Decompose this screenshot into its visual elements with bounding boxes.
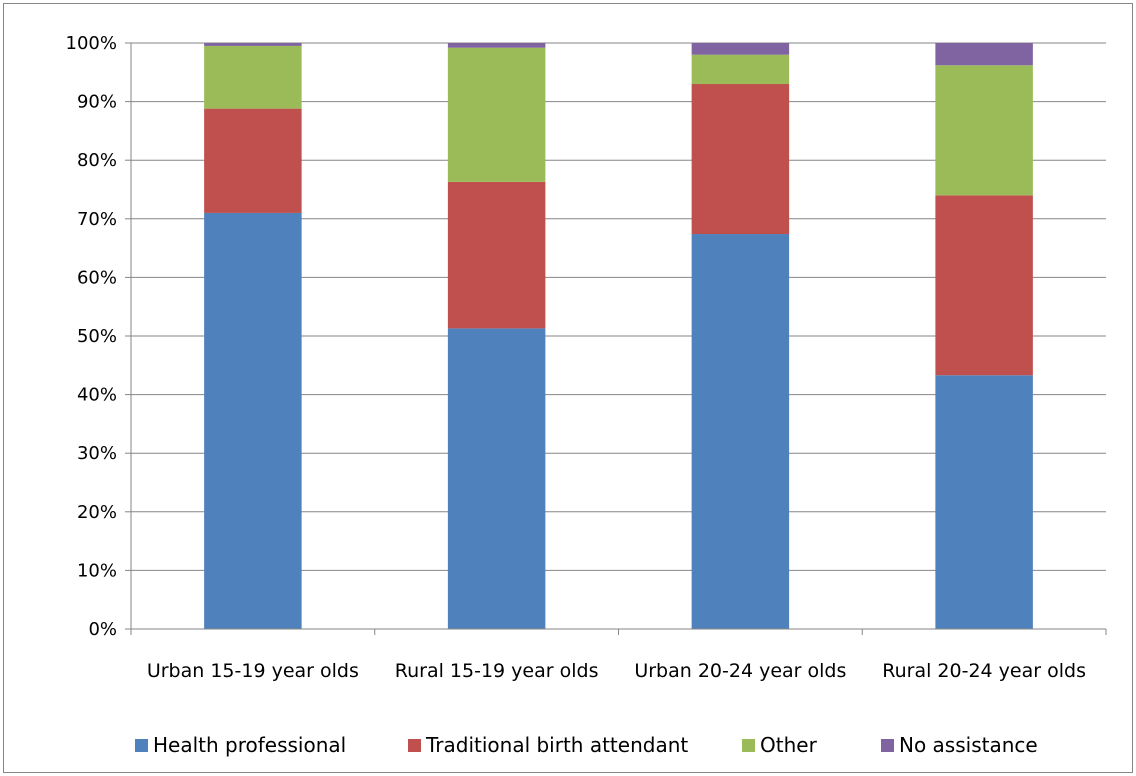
x-category-label: Urban 15-19 year olds <box>147 660 359 682</box>
bar-segment-other <box>204 45 302 109</box>
y-tick-label: 80% <box>77 150 117 171</box>
legend-swatch <box>408 739 421 752</box>
bar-segment-traditional-birth-attendant <box>691 84 790 235</box>
legend-label: Health professional <box>153 733 346 757</box>
legend-label: Other <box>760 733 818 757</box>
legend-label: No assistance <box>899 733 1038 757</box>
x-category-label: Rural 15-19 year olds <box>395 660 599 682</box>
legend-item: No assistance <box>881 733 1038 757</box>
axes <box>125 42 1107 635</box>
stacked-bar-chart: 0% 10% 20% 30% 40% 50% 60% 70% 80% 90% 100% Urban … <box>66 33 1107 757</box>
legend: Health professional Traditional birth att… <box>135 733 1038 757</box>
bar-segment-health-professional <box>935 375 1033 629</box>
legend-swatch <box>135 739 148 752</box>
legend-item: Other <box>742 733 818 757</box>
bar-segment-traditional-birth-attendant <box>447 181 546 329</box>
y-tick-label: 30% <box>77 443 117 464</box>
y-tick-label: 100% <box>66 33 117 54</box>
bar-segment-traditional-birth-attendant <box>204 108 302 213</box>
legend-item: Traditional birth attendant <box>408 733 688 757</box>
bar-segment-no-assistance <box>935 43 1033 66</box>
legend-swatch <box>881 739 894 752</box>
y-tick-label: 0% <box>88 619 117 640</box>
bar-segment-other <box>935 65 1033 196</box>
x-category-label: Urban 20-24 year olds <box>634 660 846 682</box>
y-tick-label: 10% <box>77 560 117 581</box>
y-tick-label: 40% <box>77 385 117 406</box>
bar-segment-no-assistance <box>691 43 790 55</box>
legend-label: Traditional birth attendant <box>425 733 688 757</box>
bar-segment-traditional-birth-attendant <box>935 195 1033 376</box>
y-tick-label: 20% <box>77 502 117 523</box>
bars <box>204 43 1033 629</box>
chart-frame: 0% 10% 20% 30% 40% 50% 60% 70% 80% 90% 100% Urban … <box>3 3 1133 773</box>
legend-item: Health professional <box>135 733 346 757</box>
bar-segment-no-assistance <box>204 43 302 46</box>
x-category-labels: Urban 15-19 year olds Rural 15-19 year ol… <box>147 660 1086 682</box>
bar-segment-no-assistance <box>447 43 546 48</box>
legend-swatch <box>742 739 755 752</box>
y-tick-label: 90% <box>77 92 117 113</box>
bar-segment-health-professional <box>691 234 790 629</box>
y-tick-label: 60% <box>77 267 117 288</box>
bar-segment-health-professional <box>204 212 302 629</box>
x-category-label: Rural 20-24 year olds <box>882 660 1086 682</box>
y-tick-label: 70% <box>77 209 117 230</box>
y-tick-label: 50% <box>77 326 117 347</box>
y-tick-labels: 0% 10% 20% 30% 40% 50% 60% 70% 80% 90% 100% <box>66 33 117 640</box>
bar-segment-other <box>691 54 790 85</box>
bar-segment-other <box>447 47 546 182</box>
bar-segment-health-professional <box>447 328 546 629</box>
